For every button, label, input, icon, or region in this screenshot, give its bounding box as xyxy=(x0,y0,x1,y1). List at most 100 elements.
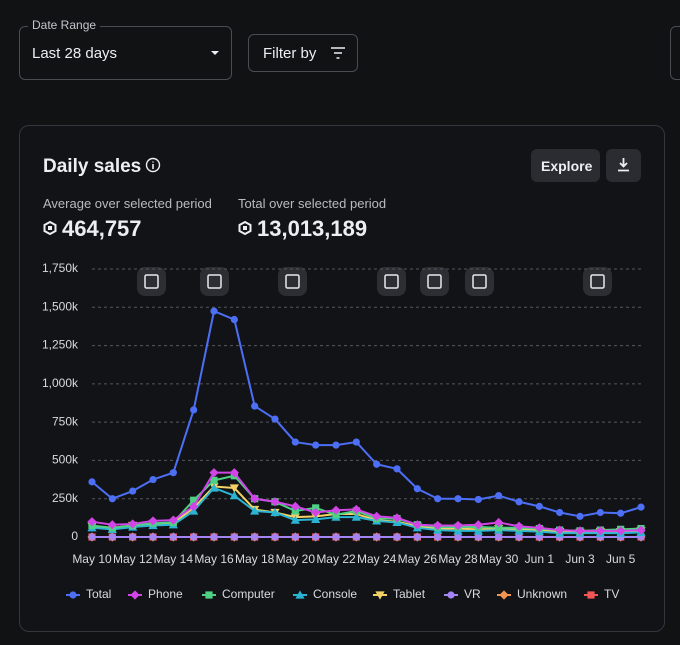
point xyxy=(495,524,503,532)
legend-marker xyxy=(205,591,213,599)
x-tick-label: May 14 xyxy=(154,552,194,566)
point xyxy=(514,521,524,531)
point xyxy=(209,468,219,478)
point xyxy=(108,533,116,541)
point xyxy=(576,512,584,520)
point xyxy=(250,506,260,515)
point xyxy=(128,519,138,529)
point xyxy=(433,520,443,531)
legend-label: Computer xyxy=(222,587,275,601)
point xyxy=(413,533,421,541)
filter-label: Filter by xyxy=(263,45,317,62)
y-tick-label: 1,000k xyxy=(42,376,79,390)
x-tick-label: May 20 xyxy=(276,552,316,566)
point xyxy=(434,495,442,503)
filter-button[interactable]: Filter by xyxy=(248,34,358,72)
point xyxy=(290,515,300,524)
x-tick-label: May 22 xyxy=(316,552,356,566)
y-tick-label: 1,250k xyxy=(42,338,79,352)
x-tick-label: Jun 3 xyxy=(565,552,595,566)
explore-button[interactable]: Explore xyxy=(531,149,600,182)
point xyxy=(311,507,321,518)
point xyxy=(556,508,564,517)
legend-label: VR xyxy=(464,587,481,601)
y-tick-label: 0 xyxy=(71,529,78,543)
legend-label: Console xyxy=(313,587,357,601)
series-line xyxy=(91,471,642,532)
point xyxy=(555,525,565,535)
point xyxy=(250,494,260,504)
series-line xyxy=(91,310,642,518)
point xyxy=(107,520,117,530)
point xyxy=(270,507,280,517)
annotation-icon[interactable] xyxy=(377,267,406,296)
point xyxy=(352,533,360,541)
legend-label: Total xyxy=(86,587,111,601)
series-line xyxy=(91,486,642,535)
point xyxy=(312,441,320,449)
y-tick-label: 1,750k xyxy=(42,261,79,275)
legend-marker xyxy=(130,590,140,600)
partial-control xyxy=(670,26,680,80)
point xyxy=(494,517,504,528)
point xyxy=(392,513,402,523)
point xyxy=(230,315,238,324)
point xyxy=(190,406,198,414)
point xyxy=(291,438,299,446)
annotation-icon[interactable] xyxy=(278,267,307,296)
point xyxy=(596,508,604,517)
legend-marker xyxy=(375,591,385,600)
point xyxy=(270,497,280,507)
info-icon[interactable] xyxy=(145,157,161,173)
annotation-icon[interactable] xyxy=(137,267,166,296)
y-tick-label: 1,500k xyxy=(42,299,79,313)
point xyxy=(251,402,259,410)
annotation-icons xyxy=(137,267,612,296)
point xyxy=(393,533,401,541)
legend-marker xyxy=(499,590,509,600)
point xyxy=(229,484,239,493)
point xyxy=(351,504,361,515)
point xyxy=(210,476,218,484)
annotation-icon[interactable] xyxy=(420,267,449,296)
point xyxy=(332,441,340,449)
point xyxy=(129,487,137,495)
point xyxy=(290,501,300,511)
annotation-icon[interactable] xyxy=(465,267,494,296)
point xyxy=(169,469,177,477)
point xyxy=(636,525,646,535)
point xyxy=(434,533,442,541)
point xyxy=(535,502,543,510)
legend-marker xyxy=(295,590,305,599)
legend-label: Tablet xyxy=(393,587,426,601)
point xyxy=(229,468,239,478)
point xyxy=(149,533,157,541)
download-button[interactable] xyxy=(606,149,641,182)
date-range-select[interactable]: Last 28 days xyxy=(19,26,232,80)
currency-icon xyxy=(43,221,57,235)
point xyxy=(210,307,218,315)
point xyxy=(229,491,239,500)
y-tick-label: 750k xyxy=(52,414,79,428)
sales-card: Daily sales Explore Average over selecte… xyxy=(19,125,665,632)
x-tick-label: May 16 xyxy=(194,552,234,566)
x-tick-label: Jun 1 xyxy=(525,552,555,566)
x-tick-label: May 12 xyxy=(113,552,153,566)
point xyxy=(617,509,625,517)
point xyxy=(352,438,360,446)
annotation-icon[interactable] xyxy=(200,267,229,296)
annotation-icon[interactable] xyxy=(583,267,612,296)
point xyxy=(595,526,605,536)
date-range-value: Last 28 days xyxy=(32,45,118,62)
point xyxy=(149,475,157,484)
stat-label: Average over selected period xyxy=(43,196,212,211)
point xyxy=(209,483,219,492)
point xyxy=(373,460,381,468)
x-tick-label: May 18 xyxy=(235,552,275,566)
currency-icon xyxy=(238,221,252,235)
point xyxy=(108,495,116,503)
y-tick-label: 500k xyxy=(52,453,79,467)
point xyxy=(495,533,503,541)
point xyxy=(331,505,341,515)
download-icon xyxy=(618,158,629,172)
